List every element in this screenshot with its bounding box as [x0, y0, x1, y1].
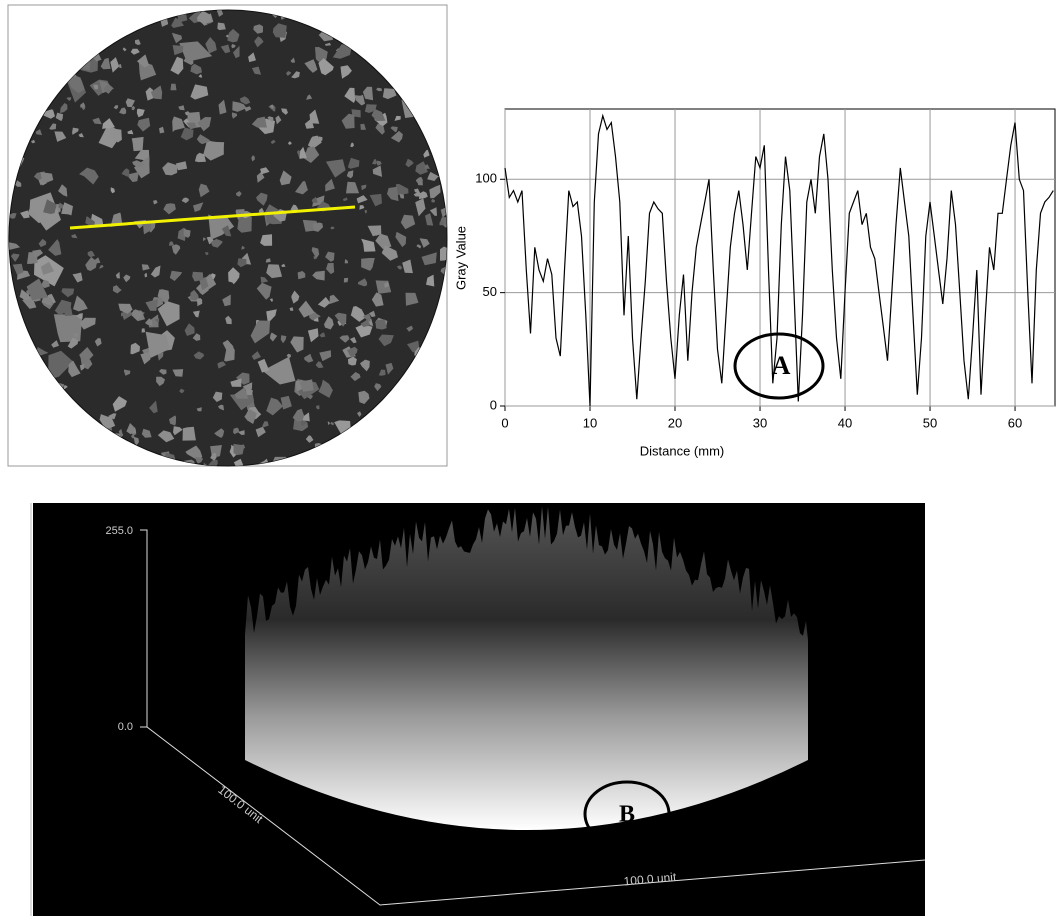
grain: [132, 137, 144, 151]
x-tick-label: 20: [668, 415, 682, 430]
x-tick-label: 0: [501, 415, 508, 430]
grain: [183, 427, 196, 441]
grain: [296, 466, 301, 472]
x-tick-label: 60: [1008, 415, 1022, 430]
profile-chart: Distance (mm) Gray Value 0 10 20 30 40 50 60 0 5…: [453, 109, 1055, 458]
annotation-label: A: [772, 351, 791, 380]
x-tick-label: 30: [753, 415, 767, 430]
grain: [29, 465, 39, 478]
z-top-label: 255.0: [105, 525, 133, 537]
x-axis-label: Distance (mm): [640, 443, 725, 458]
surface-plot: 255.0 0.0 100.0 unit 100.0 unit B: [31, 503, 925, 916]
grain: [246, 389, 253, 395]
y-tick-label: 50: [483, 284, 497, 299]
y-tick-label: 0: [490, 397, 497, 412]
grain: [448, 157, 452, 163]
y-tick-label: 100: [475, 171, 497, 186]
z-bottom-label: 0.0: [118, 721, 133, 733]
ct-slice: [6, 4, 454, 478]
x-tick-label: 40: [838, 415, 852, 430]
grain: [171, 84, 177, 91]
figure: Distance (mm) Gray Value 0 10 20 30 40 50 60 0 5…: [0, 0, 1057, 916]
grain: [61, 466, 72, 477]
y-axis-label: Gray Value: [453, 226, 468, 290]
grain: [138, 466, 144, 471]
grain: [344, 278, 348, 283]
grain: [234, 444, 245, 455]
annotation-label: B: [619, 802, 635, 828]
x-tick-label: 50: [923, 415, 937, 430]
x-tick-label: 10: [583, 415, 597, 430]
